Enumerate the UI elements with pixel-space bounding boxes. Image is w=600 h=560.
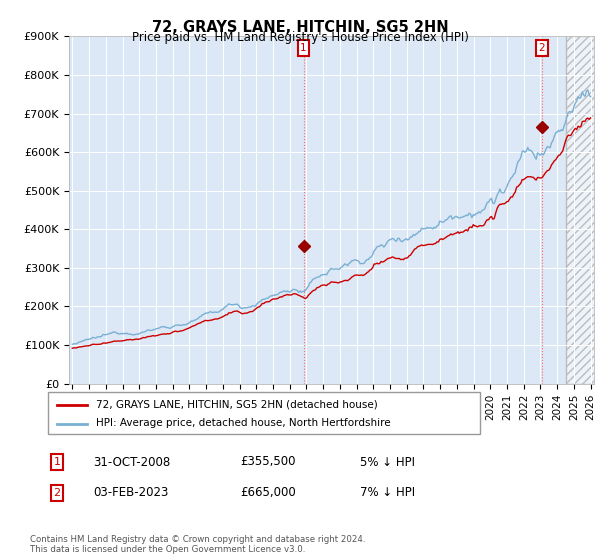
FancyBboxPatch shape: [48, 392, 480, 434]
Text: 72, GRAYS LANE, HITCHIN, SG5 2HN: 72, GRAYS LANE, HITCHIN, SG5 2HN: [152, 20, 448, 35]
Text: £355,500: £355,500: [240, 455, 296, 469]
Text: 31-OCT-2008: 31-OCT-2008: [93, 455, 170, 469]
Bar: [566, 36, 599, 384]
Text: 2: 2: [539, 43, 545, 53]
Text: 72, GRAYS LANE, HITCHIN, SG5 2HN (detached house): 72, GRAYS LANE, HITCHIN, SG5 2HN (detach…: [95, 400, 377, 409]
Text: £665,000: £665,000: [240, 486, 296, 500]
Text: 2: 2: [53, 488, 61, 498]
Text: 5% ↓ HPI: 5% ↓ HPI: [360, 455, 415, 469]
Text: Contains HM Land Registry data © Crown copyright and database right 2024.
This d: Contains HM Land Registry data © Crown c…: [30, 535, 365, 554]
Text: 7% ↓ HPI: 7% ↓ HPI: [360, 486, 415, 500]
Text: Price paid vs. HM Land Registry's House Price Index (HPI): Price paid vs. HM Land Registry's House …: [131, 31, 469, 44]
Text: 1: 1: [300, 43, 307, 53]
Bar: [566, 36, 599, 384]
Text: HPI: Average price, detached house, North Hertfordshire: HPI: Average price, detached house, Nort…: [95, 418, 390, 428]
Text: 1: 1: [53, 457, 61, 467]
Text: 03-FEB-2023: 03-FEB-2023: [93, 486, 169, 500]
